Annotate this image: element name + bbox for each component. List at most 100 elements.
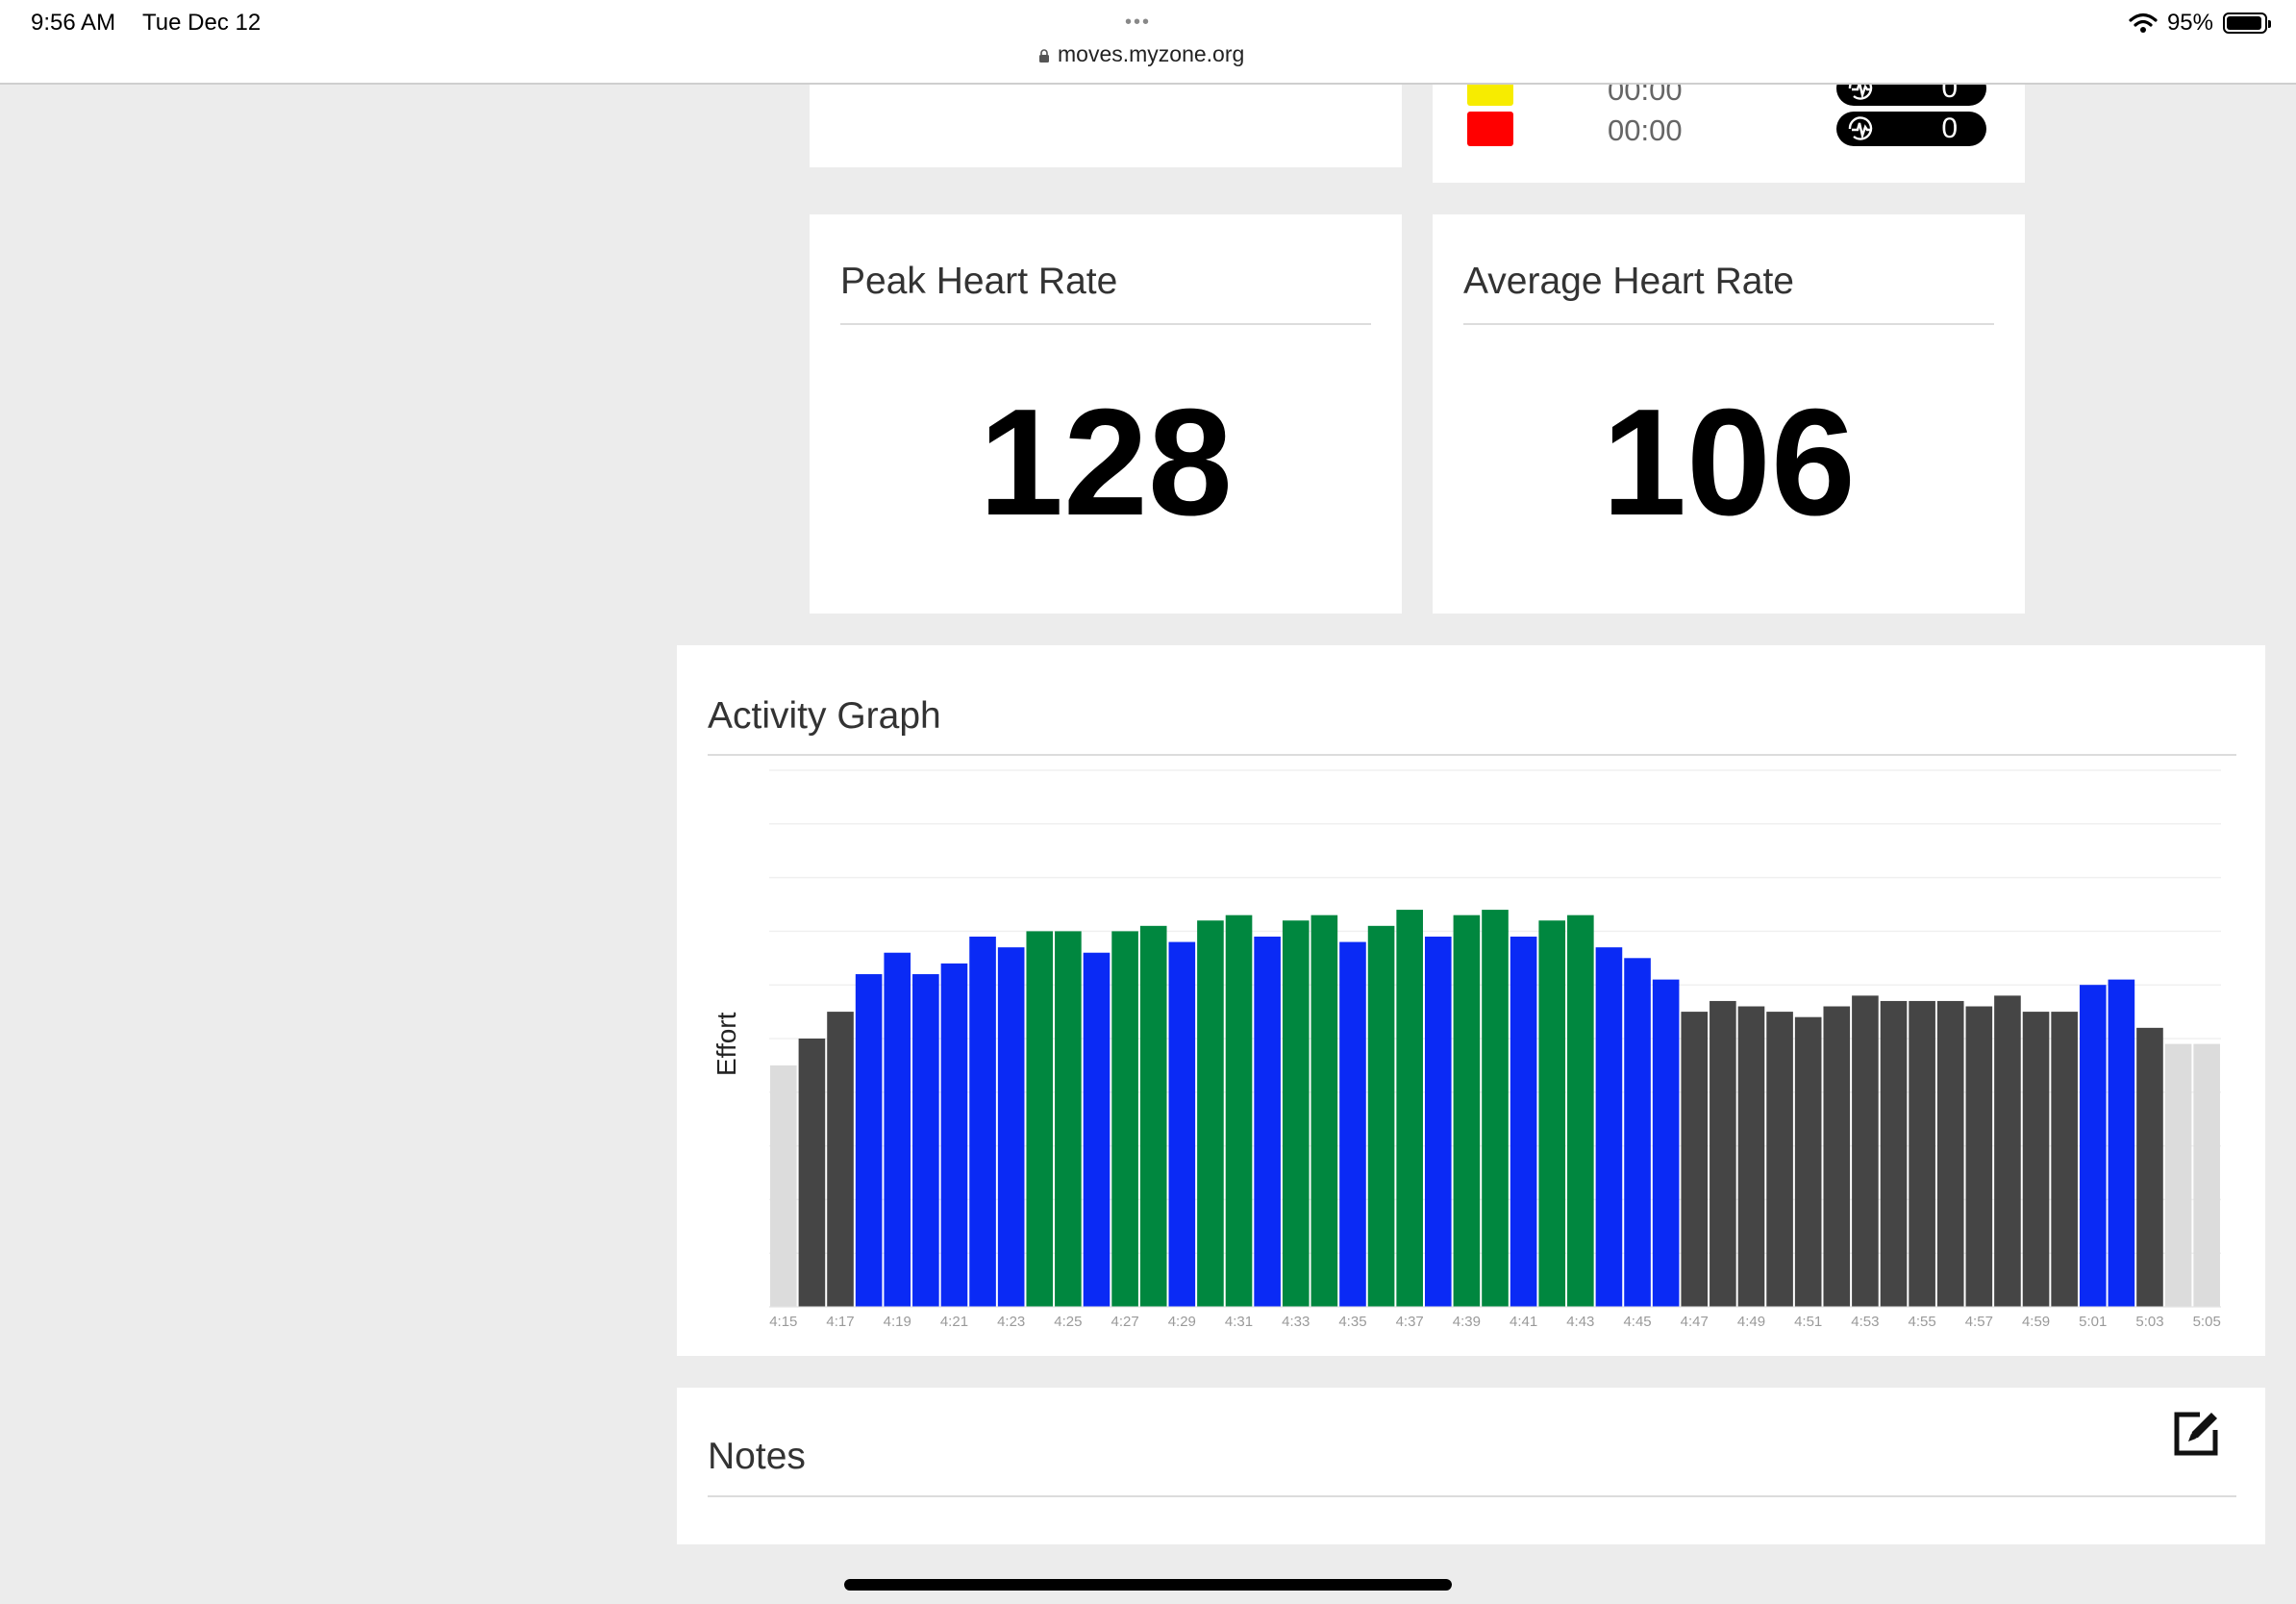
chart-tick-label: 4:17 <box>826 1314 854 1330</box>
divider <box>708 1495 2236 1497</box>
zone-time: 00:00 <box>1608 113 1683 147</box>
zone-time: 00:00 <box>1608 85 1683 107</box>
chart-bar[interactable] <box>1111 931 1138 1307</box>
battery-icon <box>2223 13 2271 34</box>
chart-bar[interactable] <box>1225 915 1253 1307</box>
peak-heart-rate-title: Peak Heart Rate <box>840 261 1118 302</box>
tab-options-icon[interactable]: ••• <box>1125 12 1152 33</box>
chart-bar[interactable] <box>1482 910 1509 1307</box>
status-time: 9:56 AM <box>31 10 116 36</box>
chart-bar[interactable] <box>1453 915 1481 1307</box>
chart-bar[interactable] <box>1880 1000 1908 1307</box>
activity-graph-card: Activity Graph Effort 4:15 4:17 4:19 4:21 4:… <box>677 645 2265 1356</box>
chart-bar[interactable] <box>1168 941 1196 1307</box>
chart-bar[interactable] <box>884 952 911 1307</box>
zone-row-yellow: 00:00 0 <box>1433 85 2025 123</box>
battery-percent: 95% <box>2166 10 2213 36</box>
status-bar: 9:56 AM Tue Dec 12 ••• moves.myzone.org … <box>0 0 2296 85</box>
chart-bar[interactable] <box>997 947 1025 1307</box>
average-heart-rate-card: Average Heart Rate 106 <box>1433 214 2025 614</box>
chart-bar[interactable] <box>1339 941 1366 1307</box>
chart-bar[interactable] <box>940 963 968 1307</box>
chart-bar[interactable] <box>969 936 996 1307</box>
activity-graph-title: Activity Graph <box>708 695 941 737</box>
chart-bar[interactable] <box>1139 925 1167 1307</box>
chart-bar[interactable] <box>1055 931 1082 1307</box>
heartbeat-icon <box>1848 116 1873 140</box>
battery-fill <box>2227 16 2261 30</box>
chart-bar[interactable] <box>1766 1012 1793 1307</box>
chart-bar[interactable] <box>1026 931 1054 1307</box>
chart-tick-label: 5:05 <box>2193 1314 2221 1330</box>
chart-bar[interactable] <box>1994 995 2021 1307</box>
edit-note-icon[interactable] <box>2171 1407 2223 1459</box>
chart-tick-label: 4:57 <box>1965 1314 1993 1330</box>
chart-bar[interactable] <box>1367 925 1395 1307</box>
summary-card-left <box>810 85 1402 167</box>
chart-bar[interactable] <box>1652 979 1680 1307</box>
chart-bar[interactable] <box>2079 985 2107 1307</box>
chart-bar[interactable] <box>1595 947 1623 1307</box>
chart-bar[interactable] <box>2051 1012 2078 1307</box>
chart-bar[interactable] <box>2022 1012 2050 1307</box>
chart-bar[interactable] <box>912 974 939 1307</box>
chart-bar[interactable] <box>1936 1000 1964 1307</box>
chart-tick-label: 4:27 <box>1111 1314 1138 1330</box>
chart-bar[interactable] <box>1852 995 1879 1307</box>
chart-bar[interactable] <box>1965 1006 1993 1307</box>
chart-tick-label: 4:33 <box>1282 1314 1310 1330</box>
heartbeat-icon <box>1848 85 1873 100</box>
divider <box>1463 323 1994 325</box>
chart-tick-label: 4:23 <box>997 1314 1025 1330</box>
chart-bar[interactable] <box>1396 910 1423 1307</box>
peak-heart-rate-card: Peak Heart Rate 128 <box>810 214 1402 614</box>
chart-bar[interactable] <box>1282 920 1310 1307</box>
chart-bar[interactable] <box>2108 979 2135 1307</box>
chart-bar[interactable] <box>1737 1006 1765 1307</box>
chart-tick-label: 4:39 <box>1453 1314 1481 1330</box>
chart-bar[interactable] <box>2136 1027 2163 1307</box>
chart-bar[interactable] <box>1310 915 1338 1307</box>
chart-bar[interactable] <box>770 1065 797 1307</box>
chart-bar[interactable] <box>1909 1000 1935 1307</box>
chart-tick-label: 4:49 <box>1737 1314 1765 1330</box>
notes-card: Notes <box>677 1388 2265 1544</box>
divider <box>840 323 1371 325</box>
divider <box>708 754 2236 756</box>
chart-tick-label: 4:47 <box>1681 1314 1709 1330</box>
chart-tick-label: 4:35 <box>1338 1314 1366 1330</box>
heart-zones-card: 00:00 0 00:00 0 <box>1433 85 2025 183</box>
chart-tick-label: 4:45 <box>1623 1314 1651 1330</box>
chart-bar[interactable] <box>1424 936 1452 1307</box>
chart-bar[interactable] <box>1710 1000 1736 1307</box>
chart-bar[interactable] <box>1197 920 1224 1307</box>
chart-bar[interactable] <box>855 974 883 1307</box>
address-bar[interactable]: moves.myzone.org <box>1038 41 1244 67</box>
chart-bar[interactable] <box>1567 915 1594 1307</box>
chart-bar[interactable] <box>1538 920 1566 1307</box>
chart-bar[interactable] <box>1794 1016 1822 1307</box>
chart-bar[interactable] <box>2164 1043 2192 1307</box>
chart-tick-label: 4:55 <box>1909 1314 1936 1330</box>
chart-bar[interactable] <box>1083 952 1111 1307</box>
home-indicator <box>844 1579 1452 1591</box>
zone-count: 0 <box>1941 113 1958 144</box>
chart-tick-label: 5:01 <box>2079 1314 2107 1330</box>
chart-bar[interactable] <box>2193 1043 2220 1307</box>
chart-bar[interactable] <box>827 1012 854 1307</box>
url-text: moves.myzone.org <box>1058 41 1245 66</box>
chart-tick-label: 4:41 <box>1510 1314 1537 1330</box>
chart-bar[interactable] <box>1681 1012 1709 1307</box>
activity-chart: 4:15 4:17 4:19 4:21 4:23 4:25 4:27 4:29 4:31 4:33… <box>769 769 2221 1330</box>
chart-tick-label: 5:03 <box>2135 1314 2163 1330</box>
chart-tick-label: 4:21 <box>940 1314 968 1330</box>
chart-bar[interactable] <box>1510 936 1537 1307</box>
chart-bar[interactable] <box>798 1039 826 1307</box>
chart-bar[interactable] <box>1254 936 1281 1307</box>
lock-icon <box>1039 48 1049 63</box>
chart-bar[interactable] <box>1624 958 1651 1307</box>
zone-swatch-red <box>1467 112 1513 146</box>
chart-tick-label: 4:19 <box>884 1314 911 1330</box>
status-indicators: 95% <box>2129 10 2271 37</box>
chart-bar[interactable] <box>1823 1006 1851 1307</box>
